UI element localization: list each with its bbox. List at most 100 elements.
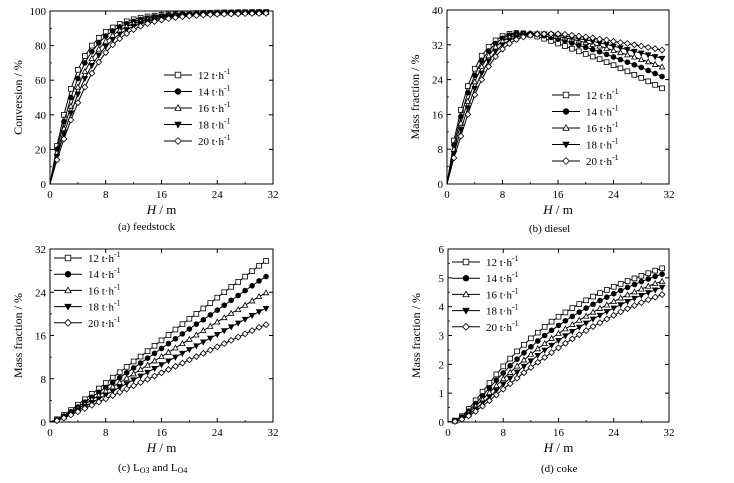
legend-marker bbox=[462, 275, 470, 282]
data-point bbox=[165, 358, 172, 365]
data-point bbox=[199, 11, 207, 19]
data-point bbox=[144, 375, 152, 383]
data-point bbox=[589, 316, 597, 323]
data-point bbox=[123, 385, 131, 393]
data-point bbox=[493, 377, 500, 383]
data-point bbox=[255, 9, 263, 17]
data-point bbox=[227, 336, 235, 344]
data-point bbox=[576, 42, 582, 49]
legend-label: 16 t·h-1 bbox=[586, 120, 619, 135]
data-point bbox=[623, 40, 631, 47]
data-point bbox=[123, 370, 130, 376]
data-point bbox=[596, 312, 604, 319]
data-point bbox=[200, 305, 207, 312]
data-point bbox=[465, 412, 473, 420]
legend-marker bbox=[562, 157, 570, 165]
data-point bbox=[658, 46, 666, 54]
legend-label: 18 t·h-1 bbox=[198, 117, 231, 132]
legend-entry: 18 t·h-1 bbox=[164, 117, 231, 132]
data-point bbox=[630, 53, 638, 60]
data-point bbox=[492, 48, 499, 55]
data-point bbox=[109, 37, 117, 44]
data-point bbox=[644, 282, 652, 289]
data-point bbox=[465, 89, 471, 96]
data-point bbox=[68, 94, 74, 101]
data-point bbox=[464, 105, 472, 112]
legend-label: 14 t·h-1 bbox=[586, 104, 619, 119]
x-tick-label: 32 bbox=[664, 189, 675, 201]
legend-entry: 16 t·h-1 bbox=[452, 286, 519, 301]
series-12 bbox=[447, 265, 665, 424]
data-point bbox=[616, 39, 624, 47]
data-point bbox=[109, 383, 117, 390]
data-point bbox=[102, 49, 110, 56]
data-point bbox=[82, 60, 88, 66]
data-point bbox=[540, 30, 548, 38]
data-point bbox=[458, 415, 466, 423]
data-point bbox=[151, 366, 158, 373]
data-point bbox=[228, 297, 234, 304]
legend-label: 14 t·h-1 bbox=[198, 84, 231, 99]
data-point bbox=[589, 46, 596, 53]
data-point bbox=[109, 31, 117, 38]
data-point bbox=[596, 48, 603, 55]
data-point bbox=[199, 339, 207, 346]
data-point bbox=[185, 12, 193, 20]
data-point bbox=[514, 348, 520, 355]
data-point bbox=[520, 356, 528, 363]
data-point bbox=[255, 323, 263, 331]
data-point bbox=[116, 378, 124, 385]
data-point bbox=[81, 76, 89, 83]
legend-label: 20 t·h-1 bbox=[586, 153, 619, 168]
data-point bbox=[116, 31, 124, 38]
data-point bbox=[158, 369, 165, 377]
x-tick-label: 32 bbox=[664, 427, 675, 439]
y-tick-label: 1 bbox=[439, 388, 445, 400]
series-20 bbox=[49, 321, 270, 425]
data-point bbox=[151, 350, 158, 357]
legend-entry: 12 t·h-1 bbox=[164, 67, 231, 82]
data-point bbox=[582, 51, 589, 57]
data-point bbox=[485, 52, 492, 59]
data-point bbox=[478, 62, 486, 69]
data-point bbox=[568, 335, 576, 343]
x-tick-label: 16 bbox=[156, 189, 168, 201]
series-line bbox=[49, 11, 267, 185]
data-point bbox=[652, 267, 658, 274]
data-point bbox=[541, 339, 549, 347]
legend-marker bbox=[174, 121, 182, 129]
chart-panel-lo3-lo4: 0 8 16 24 32 0 8 16 24 32 H / m Mass fraction / % 12… bbox=[11, 244, 279, 455]
data-point bbox=[81, 405, 89, 412]
x-axis-label: H / m bbox=[542, 202, 573, 217]
data-point bbox=[541, 332, 548, 339]
data-point bbox=[499, 45, 506, 53]
series-line bbox=[49, 12, 267, 185]
legend-marker bbox=[562, 141, 570, 149]
data-point bbox=[95, 35, 102, 41]
data-point bbox=[499, 42, 506, 49]
legend-label: 16 t·h-1 bbox=[198, 100, 231, 115]
plot-frame bbox=[49, 10, 274, 185]
data-point bbox=[624, 291, 631, 298]
data-point bbox=[67, 110, 75, 117]
legend-label: 20 t·h-1 bbox=[88, 315, 121, 330]
data-point bbox=[137, 379, 145, 386]
data-point bbox=[67, 116, 75, 124]
data-point bbox=[651, 287, 659, 294]
data-point bbox=[116, 388, 124, 396]
data-point bbox=[569, 305, 576, 311]
data-point bbox=[116, 35, 124, 43]
data-point bbox=[505, 40, 513, 47]
data-point bbox=[457, 127, 465, 134]
data-point bbox=[151, 342, 158, 349]
data-point bbox=[220, 10, 228, 18]
data-point bbox=[541, 347, 549, 354]
data-point bbox=[651, 293, 659, 301]
data-point bbox=[234, 305, 242, 312]
legend: 12 t·h-1 14 t·h-116 t·h-1 18 t·h-120 t·h-1 bbox=[552, 87, 619, 168]
legend-marker bbox=[64, 318, 72, 327]
data-point bbox=[109, 41, 117, 49]
x-tick-label: 24 bbox=[608, 427, 620, 439]
data-point bbox=[630, 48, 638, 55]
data-point bbox=[220, 328, 228, 335]
